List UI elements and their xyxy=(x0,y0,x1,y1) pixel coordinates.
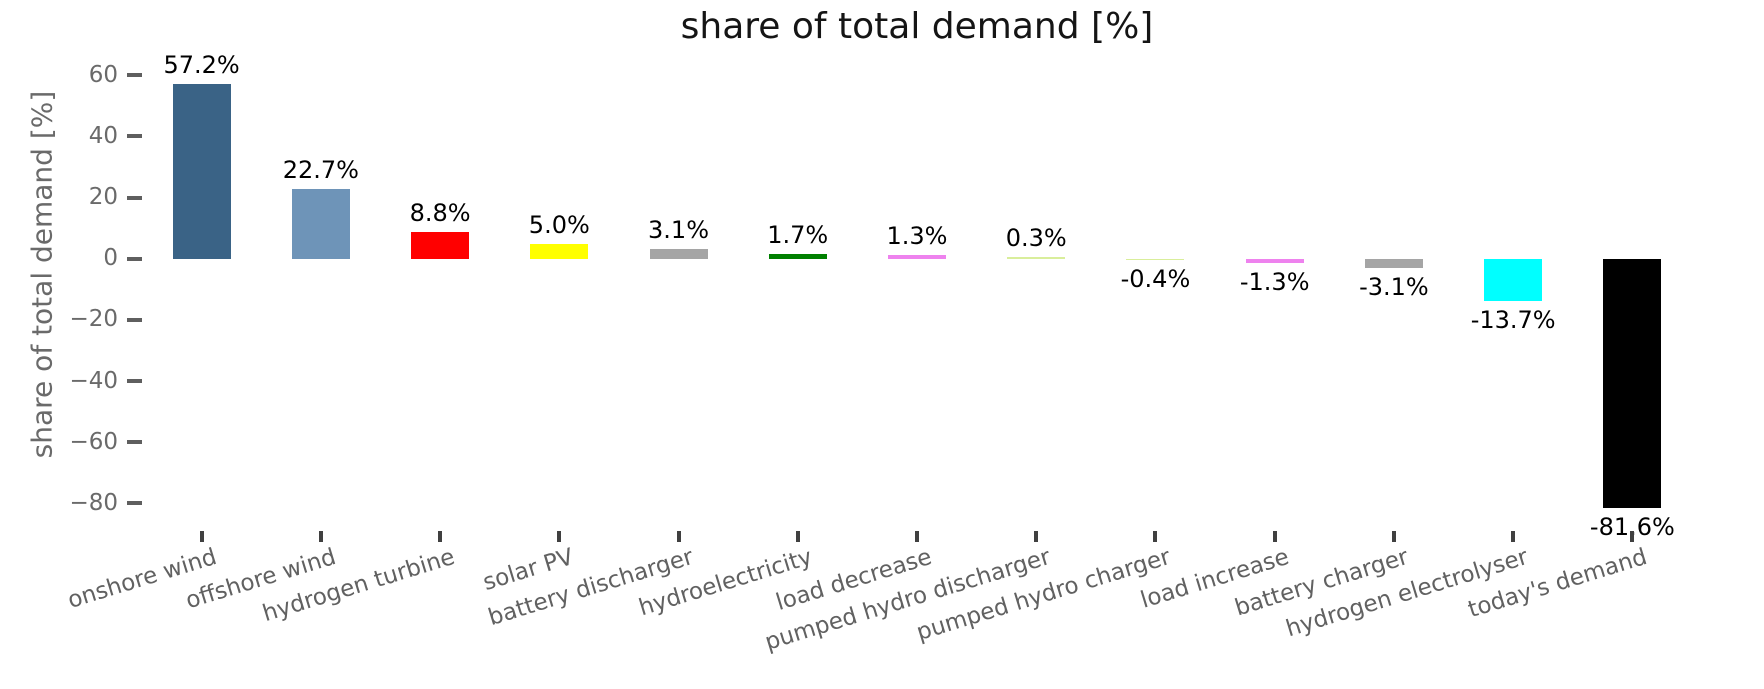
y-tick-label-60: 60 xyxy=(88,61,118,88)
bar-load-decrease xyxy=(888,254,946,259)
bar-value-label-hydroelectricity: 1.7% xyxy=(767,220,829,249)
y-tick-mark xyxy=(127,501,142,506)
bar-value-label-hydrogen-turbine: 8.8% xyxy=(409,198,471,227)
y-tick-mark xyxy=(127,73,142,78)
bar-value-label-onshore-wind: 57.2% xyxy=(163,50,240,79)
bar-hydrogen-electrolyser xyxy=(1484,258,1543,301)
y-tick-label-minus-40: −40 xyxy=(69,367,118,394)
y-tick-label-0: 0 xyxy=(103,245,118,272)
bar-hydrogen-turbine xyxy=(411,231,470,259)
y-tick-label-minus-20: −20 xyxy=(69,306,118,333)
bar-pumped-hydro-discharger xyxy=(1007,257,1066,259)
y-tick-label-20: 20 xyxy=(88,184,118,211)
bar-offshore-wind xyxy=(291,189,350,259)
x-tick-mark xyxy=(557,531,562,542)
x-tick-mark xyxy=(676,531,681,542)
y-tick-mark xyxy=(127,256,142,261)
bar-battery-discharger xyxy=(649,249,708,259)
chart-title: share of total demand [%] xyxy=(680,6,1154,47)
x-tick-mark xyxy=(1630,531,1635,542)
x-tick-mark xyxy=(199,531,204,542)
y-tick-label-minus-60: −60 xyxy=(69,428,118,455)
bar-value-label-pumped-hydro-discharger: 0.3% xyxy=(1005,224,1067,253)
x-tick-mark xyxy=(915,531,919,542)
bar-value-label-battery-discharger: 3.1% xyxy=(648,216,710,245)
y-tick-mark xyxy=(127,379,142,384)
x-tick-mark xyxy=(1272,531,1277,542)
bar-battery-charger xyxy=(1364,258,1423,269)
y-tick-label-minus-80: −80 xyxy=(69,489,118,516)
x-tick-mark xyxy=(438,531,443,542)
x-tick-mark xyxy=(318,531,323,542)
bar-value-label-solar-pv: 5.0% xyxy=(528,210,590,239)
x-tick-mark xyxy=(1511,531,1516,542)
y-tick-mark xyxy=(127,195,142,200)
bar-value-label-load-decrease: 1.3% xyxy=(886,221,948,250)
bar-value-label-load-increase: -1.3% xyxy=(1239,267,1310,296)
x-tick-mark xyxy=(1034,531,1039,542)
bar-value-label-hydrogen-electrolyser: -13.7% xyxy=(1470,305,1556,334)
bar-solar-pv xyxy=(530,243,589,259)
bar-pumped-hydro-charger xyxy=(1126,258,1185,261)
y-tick-label-40: 40 xyxy=(88,122,118,149)
bar-onshore-wind xyxy=(172,83,231,259)
x-tick-mark xyxy=(1391,531,1396,542)
bar-load-increase xyxy=(1245,258,1304,263)
y-tick-mark xyxy=(127,134,142,139)
y-tick-mark xyxy=(127,440,142,445)
bar-value-label-battery-charger: -3.1% xyxy=(1359,273,1429,302)
bar-hydroelectricity xyxy=(768,253,827,259)
x-tick-mark xyxy=(795,531,800,542)
bar-today-s-demand xyxy=(1603,258,1662,509)
bar-value-label-pumped-hydro-charger: -0.4% xyxy=(1120,265,1191,294)
y-tick-mark xyxy=(127,317,142,322)
bar-value-label-offshore-wind: 22.7% xyxy=(282,156,359,185)
x-tick-mark xyxy=(1153,531,1158,542)
